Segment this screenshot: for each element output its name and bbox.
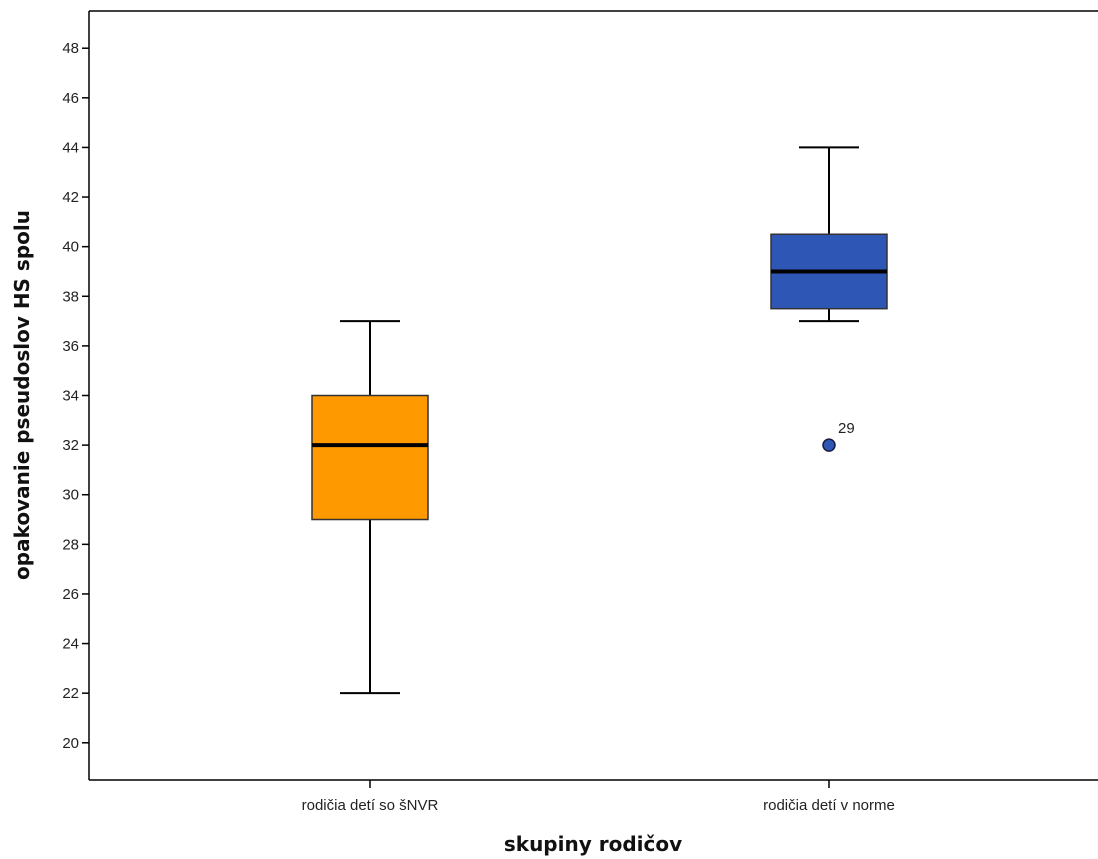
y-tick-label: 20 xyxy=(62,735,79,752)
iqr-box xyxy=(311,394,429,521)
y-tick-label: 22 xyxy=(62,685,79,702)
y-tick-label: 46 xyxy=(62,90,79,107)
y-tick-label: 26 xyxy=(62,586,79,603)
y-tick-label: 36 xyxy=(62,338,79,355)
y-tick-label: 28 xyxy=(62,536,79,553)
box-group xyxy=(311,320,429,695)
outlier-label: 29 xyxy=(838,420,855,437)
y-tick-label: 24 xyxy=(62,636,79,653)
box-group xyxy=(770,146,888,323)
y-tick-label: 40 xyxy=(62,239,79,256)
outlier-point xyxy=(822,438,836,452)
y-tick-label: 44 xyxy=(62,139,79,156)
y-tick-label: 42 xyxy=(62,189,79,206)
y-tick-label: 30 xyxy=(62,487,79,504)
y-tick-label: 32 xyxy=(62,437,79,454)
y-axis-title: opakovanie pseudoslov HS spolu xyxy=(10,210,34,580)
x-category-label: rodičia detí so šNVR xyxy=(302,797,439,814)
y-tick-label: 34 xyxy=(62,388,79,405)
x-category-label: rodičia detí v norme xyxy=(763,797,895,814)
x-axis-title: skupiny rodičov xyxy=(504,832,682,856)
y-tick-label: 48 xyxy=(62,40,79,57)
y-tick-label: 38 xyxy=(62,288,79,305)
